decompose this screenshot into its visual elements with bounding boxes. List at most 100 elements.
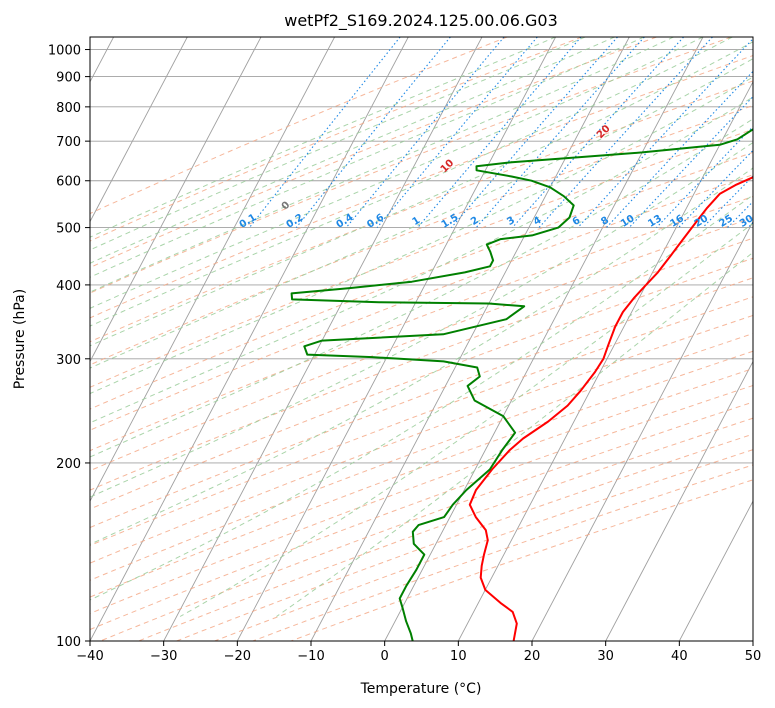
dry-adiabat-line bbox=[90, 37, 508, 215]
dry-adiabat-line bbox=[90, 257, 753, 510]
x-tick-label: 40 bbox=[671, 649, 688, 664]
x-tick-label: −10 bbox=[297, 649, 324, 664]
mixing-ratio-line bbox=[628, 95, 753, 228]
x-tick-label: 50 bbox=[745, 649, 762, 664]
axes: −40 −30 −20 −10 0 10 20 30 40 50 1000 900 800 700 600 5… bbox=[48, 44, 761, 664]
plot-frame bbox=[89, 36, 754, 642]
dry-adiabat-line bbox=[90, 37, 582, 242]
dry-adiabat-line bbox=[90, 104, 753, 366]
isotherm-line bbox=[678, 500, 753, 641]
isotherm-line bbox=[236, 37, 556, 641]
mixing-ratio-line bbox=[248, 37, 401, 228]
y-tick-label: 600 bbox=[56, 175, 81, 190]
dry-adiabat-line bbox=[90, 350, 753, 598]
moist-adiabat-line bbox=[90, 167, 753, 545]
y-tick-label: 900 bbox=[56, 71, 81, 86]
dry-adiabat-line bbox=[90, 151, 753, 410]
x-tick-label: 0 bbox=[381, 649, 389, 664]
isotherm-line bbox=[531, 220, 753, 641]
mixing-ratio-line bbox=[475, 37, 645, 228]
isotherm-line bbox=[605, 360, 753, 641]
y-tick-label: 1000 bbox=[48, 44, 81, 59]
mixing-ratio-line bbox=[702, 175, 753, 228]
moist-adiabat-line bbox=[90, 37, 733, 327]
dry-adiabat-line bbox=[176, 433, 753, 641]
mixing-ratio-label: 30 bbox=[738, 213, 756, 230]
moist-adiabat-line bbox=[90, 41, 753, 347]
y-tick-label: 500 bbox=[56, 222, 81, 237]
dry-adiabat-label: 30 bbox=[757, 90, 775, 108]
dry-adiabat-line bbox=[90, 80, 753, 343]
y-tick-label: 100 bbox=[56, 635, 81, 650]
dry-adiabat-line bbox=[100, 401, 753, 641]
chart-title: wetPf2_S169.2024.125.00.06.G03 bbox=[284, 11, 558, 31]
dry-adiabat-label: 10 bbox=[439, 158, 457, 176]
isotherm-line bbox=[457, 80, 753, 641]
x-tick-label: −40 bbox=[76, 649, 103, 664]
dry-adiabat-line bbox=[90, 54, 753, 319]
moist-adiabat-line bbox=[90, 37, 615, 264]
moist-adiabat-line bbox=[90, 142, 753, 498]
isotherm-line bbox=[163, 37, 483, 641]
moist-adiabat-line bbox=[90, 37, 556, 238]
mixing-ratio-line bbox=[538, 37, 713, 228]
y-axis-label: Pressure (hPa) bbox=[12, 289, 28, 389]
moist-adiabat-line bbox=[90, 58, 753, 369]
x-tick-label: −30 bbox=[150, 649, 177, 664]
mixing-ratio-line bbox=[376, 37, 538, 228]
isotherm-line bbox=[90, 37, 335, 503]
mixing-ratio-label: 4 bbox=[532, 215, 544, 228]
mixing-ratio-label: 3 bbox=[505, 215, 517, 228]
dry-adiabat-line bbox=[138, 417, 753, 641]
dry-adiabat-label: 20 bbox=[595, 123, 613, 141]
mixing-ratio-label: 36 bbox=[759, 213, 775, 230]
moist-adiabat-line bbox=[276, 251, 753, 617]
dry-adiabat-line bbox=[214, 449, 753, 641]
dry-adiabat-line bbox=[90, 195, 753, 452]
moist-adiabat-line bbox=[90, 37, 586, 251]
plot-background-lines bbox=[90, 37, 775, 641]
moist-adiabat-line bbox=[90, 37, 645, 278]
dry-adiabat-line bbox=[90, 217, 753, 472]
mixing-ratio-label: 8 bbox=[599, 215, 611, 228]
mixing-ratio-line bbox=[511, 37, 685, 228]
dry-adiabat-line bbox=[90, 296, 753, 547]
profile-series bbox=[290, 128, 753, 641]
mixing-ratio-label: 2 bbox=[469, 215, 481, 228]
mixing-ratio-line bbox=[295, 37, 451, 228]
x-tick-label: 30 bbox=[597, 649, 614, 664]
x-tick-label: −20 bbox=[224, 649, 251, 664]
dry-adiabat-line bbox=[90, 368, 753, 615]
y-tick-label: 300 bbox=[56, 353, 81, 368]
dry-adiabat-line bbox=[90, 277, 753, 529]
dry-adiabat-line bbox=[90, 37, 657, 269]
mixing-ratio-line bbox=[656, 125, 753, 228]
dry-adiabat-line bbox=[90, 384, 753, 631]
mixing-ratio-line bbox=[769, 37, 775, 228]
mixing-ratio-label: 1 bbox=[410, 215, 422, 228]
x-tick-label: 20 bbox=[524, 649, 541, 664]
mixing-ratio-line bbox=[577, 38, 753, 228]
moist-adiabat-line bbox=[90, 96, 753, 424]
moist-adiabat-line bbox=[90, 76, 753, 395]
y-tick-label: 800 bbox=[56, 101, 81, 116]
dry-adiabat-line bbox=[290, 479, 753, 641]
x-axis-label: Temperature (°C) bbox=[360, 681, 482, 697]
moist-adiabat-line bbox=[90, 37, 704, 309]
isotherm-line bbox=[90, 37, 262, 363]
mixing-ratio-label: 6 bbox=[571, 215, 583, 228]
moist-adiabat-line bbox=[90, 37, 674, 293]
moist-adiabat-line bbox=[179, 222, 753, 617]
dry-adiabat-line bbox=[90, 314, 753, 564]
dry-adiabat-line bbox=[90, 174, 753, 431]
y-tick-label: 700 bbox=[56, 135, 81, 150]
dry-adiabat-line bbox=[90, 128, 753, 388]
temperature-profile-line bbox=[468, 176, 753, 641]
x-tick-label: 10 bbox=[450, 649, 467, 664]
mixing-ratio-line bbox=[417, 37, 582, 228]
dry-adiabat-line bbox=[90, 332, 753, 581]
dry-adiabat-line bbox=[90, 237, 753, 491]
mixing-ratio-label: 0.2 bbox=[284, 212, 305, 231]
dewpoint-profile-line bbox=[290, 128, 753, 641]
